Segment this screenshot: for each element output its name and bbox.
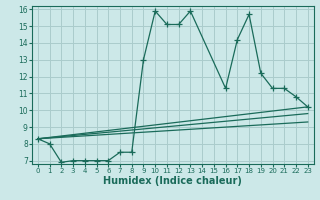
X-axis label: Humidex (Indice chaleur): Humidex (Indice chaleur) xyxy=(103,176,242,186)
